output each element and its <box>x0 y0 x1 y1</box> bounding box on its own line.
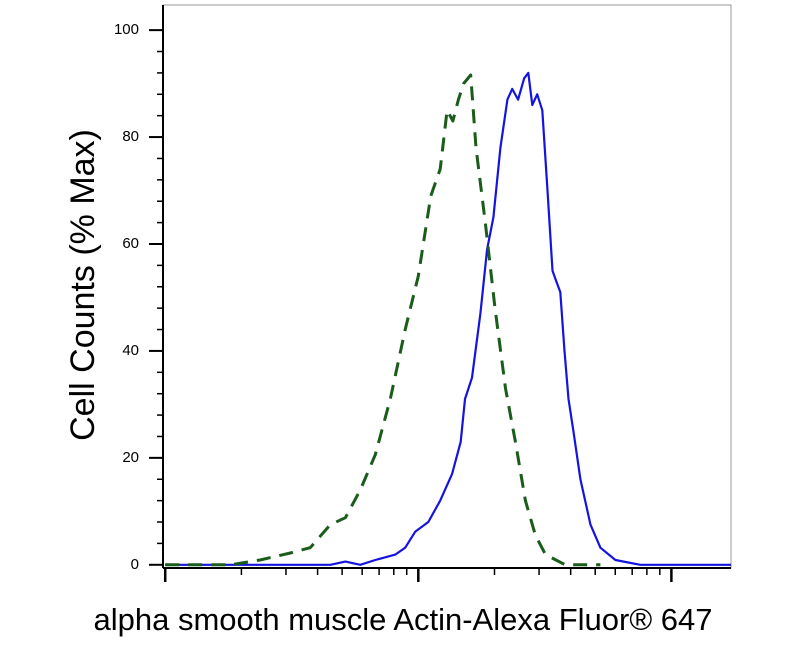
y-tick-label: 40 <box>122 342 139 359</box>
x-axis-label: alpha smooth muscle Actin-Alexa Fluor® 6… <box>93 602 712 637</box>
series-line <box>165 73 601 567</box>
y-tick-label: 100 <box>114 21 139 38</box>
y-tick-label: 60 <box>122 235 139 252</box>
y-tick-label: 20 <box>122 449 139 466</box>
series-line <box>165 71 731 566</box>
y-tick-label: 0 <box>131 556 139 573</box>
y-axis-label: Cell Counts (% Max) <box>64 129 102 441</box>
y-tick-label: 80 <box>122 128 139 145</box>
